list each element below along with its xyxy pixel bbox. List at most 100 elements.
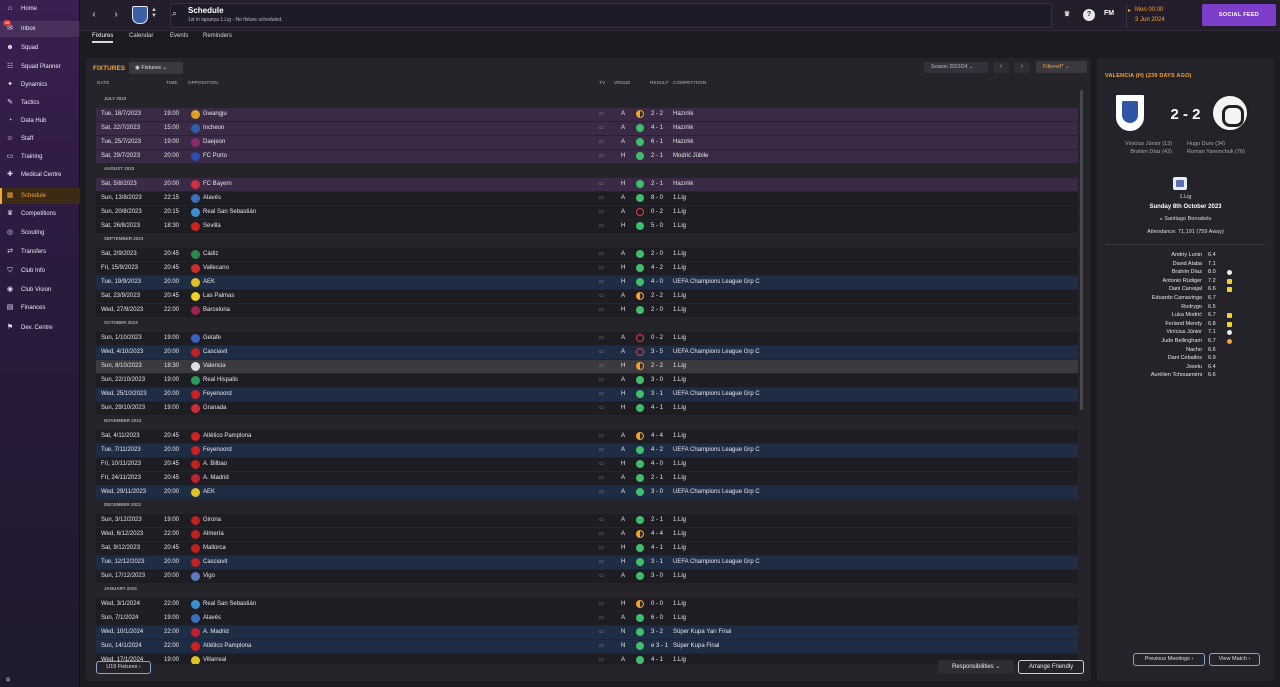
opposition-badge-icon[interactable]	[191, 376, 200, 385]
opposition-badge-icon[interactable]	[191, 656, 200, 664]
fixture-opposition[interactable]: Granada	[203, 405, 227, 411]
fixture-row[interactable]: Sat, 2/9/2023 20:45 Cádiz ▭ A 2 - 0 1.Lig	[96, 248, 1078, 261]
fixture-opposition[interactable]: Alavés	[203, 195, 222, 201]
opposition-badge-icon[interactable]	[191, 600, 200, 609]
fixture-opposition[interactable]: FC Bayern	[203, 181, 232, 187]
fixture-competition[interactable]: 1.Lig	[673, 293, 687, 299]
opposition-badge-icon[interactable]	[191, 194, 200, 203]
opposition-badge-icon[interactable]	[191, 544, 200, 553]
sidebar-item-dynamics[interactable]: ✦ Dynamics	[0, 77, 80, 93]
opposition-badge-icon[interactable]	[191, 446, 200, 455]
player-rating-row[interactable]: Andriy Lunin 6.4	[1097, 252, 1274, 260]
social-feed-button[interactable]: SOCIAL FEED	[1202, 4, 1276, 26]
fixture-result[interactable]: 3 - 2	[651, 629, 664, 635]
fixture-row[interactable]: Tue, 19/9/2023 20:00 AEK ▭ H 4 - 0 UEFA Champi…	[96, 276, 1078, 289]
fixture-opposition[interactable]: Alavés	[203, 615, 222, 621]
opposition-badge-icon[interactable]	[191, 250, 200, 259]
previous-meetings-button[interactable]: Previous Meetings ›	[1133, 653, 1205, 666]
opposition-badge-icon[interactable]	[191, 558, 200, 567]
opposition-badge-icon[interactable]	[191, 362, 200, 371]
tab-calendar[interactable]: Calendar	[129, 33, 154, 39]
fixture-competition[interactable]: UEFA Champions League Grp C	[673, 279, 760, 285]
view-match-button[interactable]: View Match ›	[1209, 653, 1260, 666]
fixture-result[interactable]: 8 - 0	[651, 195, 664, 201]
opposition-badge-icon[interactable]	[191, 180, 200, 189]
fixture-row[interactable]: Sat, 26/8/2023 18:30 Sevilla ▭ H 5 - 0 1.Lig	[96, 220, 1078, 233]
home-scorer[interactable]: Brahim Díaz (42)	[1130, 149, 1172, 155]
fixture-row[interactable]: Fri, 15/9/2023 20:45 Vallecano ▭ H 4 - 2 1.Lig	[96, 262, 1078, 275]
fixture-opposition[interactable]: Vigo	[203, 573, 215, 579]
fixture-row[interactable]: Sat, 4/11/2023 20:45 Atlético Pamplona ▭ A 4 …	[96, 430, 1078, 443]
search-icon[interactable]: ⌕	[172, 8, 178, 18]
fixture-result[interactable]: 0 - 2	[651, 335, 664, 341]
fixture-result[interactable]: 4 - 2	[651, 265, 664, 271]
fixture-result[interactable]: 3 - 0	[651, 489, 664, 495]
fixture-row[interactable]: Sat, 5/8/2023 20:00 FC Bayern ▭ H 2 - 1 Hazırl…	[96, 178, 1078, 191]
back-button[interactable]: ‹	[92, 9, 96, 20]
fixture-competition[interactable]: UEFA Champions League Grp C	[673, 559, 760, 565]
fixture-competition[interactable]: Süper Kupa Final	[673, 643, 720, 649]
fixture-row[interactable]: Wed, 6/12/2023 22:00 Almería ▭ A 4 - 4 1.Lig	[96, 528, 1078, 541]
player-rating-row[interactable]: Nacho 6.6	[1097, 347, 1274, 355]
next-season-button[interactable]: ›	[1014, 62, 1030, 73]
col-time[interactable]: TIME	[166, 80, 178, 85]
filter-dropdown[interactable]: Filtered* ⌄	[1036, 61, 1087, 73]
fixture-row[interactable]: Wed, 4/10/2023 20:00 Casciavit ▭ A 3 - 5 UEFA …	[96, 346, 1078, 359]
fixture-competition[interactable]: UEFA Champions League Grp C	[673, 349, 760, 355]
fixture-opposition[interactable]: Incheon	[203, 125, 225, 131]
fixture-opposition[interactable]: Mallorca	[203, 545, 226, 551]
opposition-badge-icon[interactable]	[191, 614, 200, 623]
fixtures-dropdown[interactable]: ◉ Fixtures ⌄	[129, 62, 183, 74]
opposition-badge-icon[interactable]	[191, 432, 200, 441]
sidebar-item-competitions[interactable]: ♛ Competitions	[0, 206, 80, 222]
fixture-competition[interactable]: 1.Lig	[673, 433, 687, 439]
opposition-badge-icon[interactable]	[191, 110, 200, 119]
fixture-result[interactable]: 3 - 0	[651, 377, 664, 383]
fixture-result[interactable]: 4 - 1	[651, 125, 664, 131]
fixture-competition[interactable]: 1.Lig	[673, 657, 687, 663]
player-rating-row[interactable]: Dani Ceballos 6.9	[1097, 355, 1274, 363]
fixture-opposition[interactable]: Villarreal	[203, 657, 227, 663]
fixture-competition[interactable]: 1.Lig	[673, 209, 687, 215]
fixture-competition[interactable]: Süper Kupa Yarı Final	[673, 629, 732, 635]
competition-name[interactable]: 1.Lig	[1179, 194, 1192, 200]
opposition-badge-icon[interactable]	[191, 348, 200, 357]
fixture-row[interactable]: Wed, 3/1/2024 22:00 Real San Sebastián ▭ H 0 …	[96, 598, 1078, 611]
fixture-competition[interactable]: 1.Lig	[673, 251, 687, 257]
col-venue[interactable]: VENUE	[614, 80, 631, 85]
opposition-badge-icon[interactable]	[191, 264, 200, 273]
opposition-badge-icon[interactable]	[191, 334, 200, 343]
opposition-badge-icon[interactable]	[191, 404, 200, 413]
sidebar-item-transfers[interactable]: ⇄ Transfers	[0, 244, 80, 260]
fixture-opposition[interactable]: Casciavit	[203, 349, 228, 355]
fixture-row[interactable]: Sun, 1/10/2023 19:00 Getafe ▭ A 0 - 2 1.Lig	[96, 332, 1078, 345]
fixture-competition[interactable]: Hazırlık	[673, 111, 694, 117]
opposition-badge-icon[interactable]	[191, 208, 200, 217]
fixture-opposition[interactable]: A. Madrid	[203, 629, 229, 635]
arrange-friendly-button[interactable]: Arrange Friendly	[1018, 660, 1084, 674]
opposition-badge-icon[interactable]	[191, 488, 200, 497]
fixture-row[interactable]: Sun, 8/10/2023 18:30 Valencia ▭ H 2 - 2 1.Lig	[96, 360, 1078, 373]
fixture-result[interactable]: 4 - 1	[651, 657, 664, 663]
opposition-badge-icon[interactable]	[191, 124, 200, 133]
fixture-opposition[interactable]: Atlético Pamplona	[203, 433, 252, 439]
opposition-badge-icon[interactable]	[191, 460, 200, 469]
fixture-opposition[interactable]: Feyenoord	[203, 391, 232, 397]
fixture-competition[interactable]: Hazırlık	[673, 181, 694, 187]
fixture-competition[interactable]: UEFA Champions League Grp C	[673, 447, 760, 453]
opposition-badge-icon[interactable]	[191, 474, 200, 483]
fixture-result[interactable]: 4 - 2	[651, 447, 664, 453]
sidebar-item-medical-centre[interactable]: ✚ Medical Centre	[0, 167, 80, 183]
fixture-competition[interactable]: 1.Lig	[673, 377, 687, 383]
fixture-opposition[interactable]: Real San Sebastián	[203, 601, 257, 607]
fixture-result[interactable]: 0 - 2	[651, 209, 664, 215]
player-rating-row[interactable]: Joselu 6.4	[1097, 364, 1274, 372]
fixture-opposition[interactable]: Daejeon	[203, 139, 226, 145]
player-rating-row[interactable]: Dani Carvajal 6.6	[1097, 286, 1274, 294]
opposition-badge-icon[interactable]	[191, 152, 200, 161]
fixture-opposition[interactable]: FC Porto	[203, 153, 228, 159]
fixture-competition[interactable]: 1.Lig	[673, 223, 687, 229]
fixtures-scrollbar[interactable]	[1080, 90, 1083, 410]
fixture-competition[interactable]: 1.Lig	[673, 531, 687, 537]
fixture-result[interactable]: 2 - 1	[651, 475, 664, 481]
